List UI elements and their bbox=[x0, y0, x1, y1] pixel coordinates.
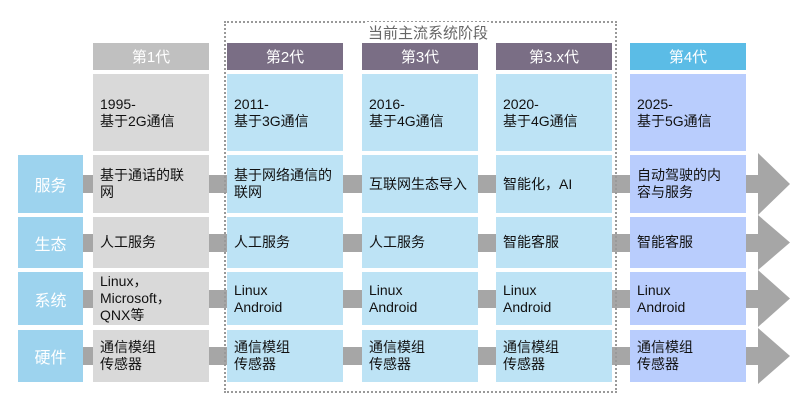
row-cell: 人工服务 bbox=[362, 217, 478, 268]
row-cell: 通信模组 传感器 bbox=[227, 330, 343, 382]
row-label: 生态 bbox=[18, 217, 83, 268]
row-label: 硬件 bbox=[18, 330, 83, 382]
row-cell: 基于通话的联 网 bbox=[93, 155, 209, 213]
generation-header: 第1代 bbox=[93, 43, 209, 70]
row-cell: Linux Android bbox=[630, 272, 746, 325]
arrow-head-icon bbox=[758, 215, 790, 270]
row-cell: 智能客服 bbox=[496, 217, 612, 268]
row-cell: 通信模组 传感器 bbox=[630, 330, 746, 382]
row-cell: Linux Android bbox=[227, 272, 343, 325]
row-label: 服务 bbox=[18, 155, 83, 213]
generation-header: 第3.x代 bbox=[496, 43, 612, 70]
row-cell: 人工服务 bbox=[227, 217, 343, 268]
row-cell: 人工服务 bbox=[93, 217, 209, 268]
row-cell: Linux Android bbox=[496, 272, 612, 325]
row-cell: 通信模组 传感器 bbox=[362, 330, 478, 382]
row-cell: 智能客服 bbox=[630, 217, 746, 268]
generation-header: 第3代 bbox=[362, 43, 478, 70]
row-cell: 基于网络通信的 联网 bbox=[227, 155, 343, 213]
row-cell: 互联网生态导入 bbox=[362, 155, 478, 213]
row-cell: 通信模组 传感器 bbox=[93, 330, 209, 382]
generation-period: 2016- 基于4G通信 bbox=[362, 74, 478, 151]
row-cell: Linux Android bbox=[362, 272, 478, 325]
arrow-head-icon bbox=[758, 270, 790, 327]
row-cell: Linux， Microsoft， QNX等 bbox=[93, 272, 209, 325]
generation-period: 2025- 基于5G通信 bbox=[630, 74, 746, 151]
row-cell: 通信模组 传感器 bbox=[496, 330, 612, 382]
generation-period: 2011- 基于3G通信 bbox=[227, 74, 343, 151]
row-cell: 自动驾驶的内 容与服务 bbox=[630, 155, 746, 213]
arrow-head-icon bbox=[758, 328, 790, 384]
row-cell: 智能化，AI bbox=[496, 155, 612, 213]
current-stage-title: 当前主流系统阶段 bbox=[366, 22, 491, 43]
generation-header: 第4代 bbox=[630, 43, 746, 70]
arrow-head-icon bbox=[758, 153, 790, 215]
generation-period: 2020- 基于4G通信 bbox=[496, 74, 612, 151]
generation-period: 1995- 基于2G通信 bbox=[93, 74, 209, 151]
row-label: 系统 bbox=[18, 272, 83, 325]
generation-header: 第2代 bbox=[227, 43, 343, 70]
